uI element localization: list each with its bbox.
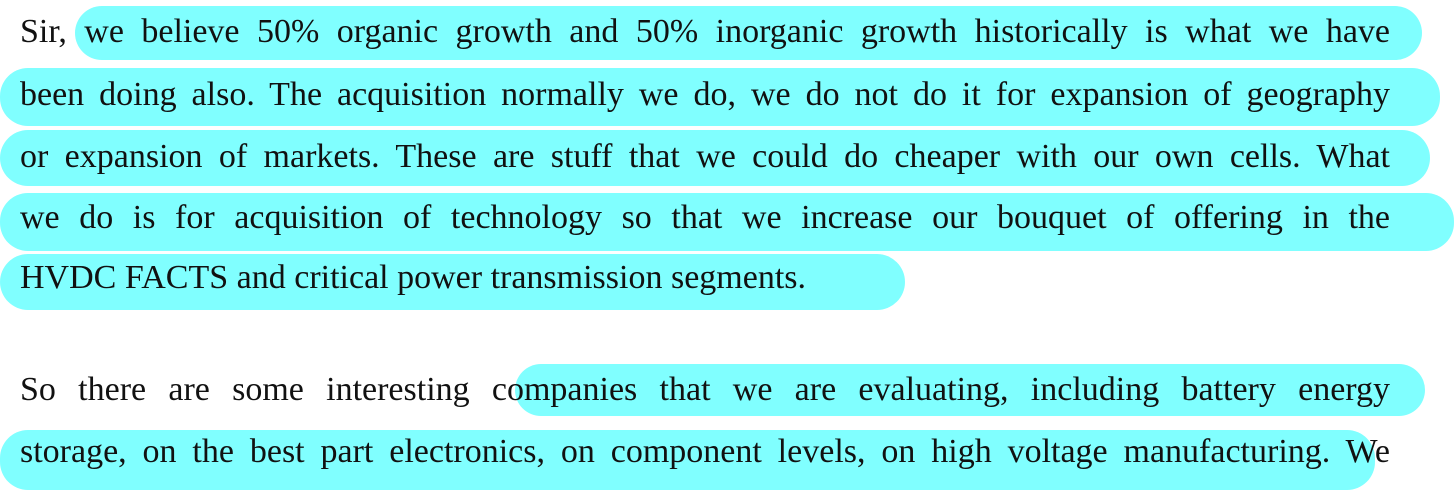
highlight <box>75 6 1422 60</box>
text-line: HVDC FACTS and critical power transmissi… <box>20 259 807 296</box>
text-line: been doing also. The acquisition normall… <box>20 76 1390 113</box>
text-line: Sir, we believe 50% organic growth and 5… <box>20 13 1390 50</box>
highlight <box>0 430 1375 490</box>
highlight <box>0 193 1454 251</box>
highlight <box>0 68 1440 126</box>
highlight <box>515 364 1425 416</box>
text-line: or expansion of markets. These are stuff… <box>20 138 1390 175</box>
highlight <box>0 130 1430 186</box>
text-line: we do is for acquisition of technology s… <box>20 199 1390 236</box>
text-line: So there are some interesting companies … <box>20 371 1390 408</box>
highlight <box>0 254 905 310</box>
text-line: storage, on the best part electronics, o… <box>20 433 1390 470</box>
